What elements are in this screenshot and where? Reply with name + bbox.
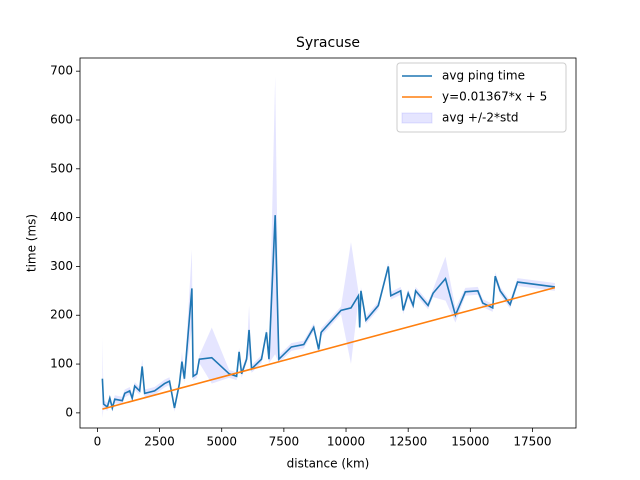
y-tick-label: 100 [50, 357, 73, 371]
y-axis-label: time (ms) [25, 214, 39, 272]
data-line [102, 286, 556, 410]
legend-label: avg +/-2*std [442, 111, 519, 125]
data-line [101, 215, 555, 412]
y-tick-label: 600 [50, 112, 73, 126]
y-tick-label: 400 [50, 210, 73, 224]
x-tick-label: 17500 [513, 435, 551, 449]
x-tick-label: 15000 [451, 435, 489, 449]
x-axis-label: distance (km) [287, 457, 370, 471]
legend-label: avg ping time [442, 69, 525, 83]
y-tick-label: 0 [65, 405, 73, 419]
x-tick-label: 0 [94, 435, 102, 449]
plot-area [101, 76, 556, 418]
chart-title: Syracuse [296, 35, 360, 51]
legend-swatch [401, 112, 433, 124]
legend-label: y=0.01367*x + 5 [442, 90, 547, 104]
x-tick-label: 12500 [389, 435, 427, 449]
y-tick-label: 700 [50, 64, 73, 78]
y-tick-label: 300 [50, 259, 73, 273]
y-tick-label: 500 [50, 161, 73, 175]
legend-box [396, 62, 567, 133]
plot-frame [79, 57, 577, 429]
y-tick-label: 200 [50, 308, 73, 322]
x-tick-label: 10000 [327, 435, 365, 449]
x-tick-label: 7500 [269, 435, 300, 449]
x-tick-label: 5000 [206, 435, 237, 449]
x-tick-label: 2500 [144, 435, 175, 449]
